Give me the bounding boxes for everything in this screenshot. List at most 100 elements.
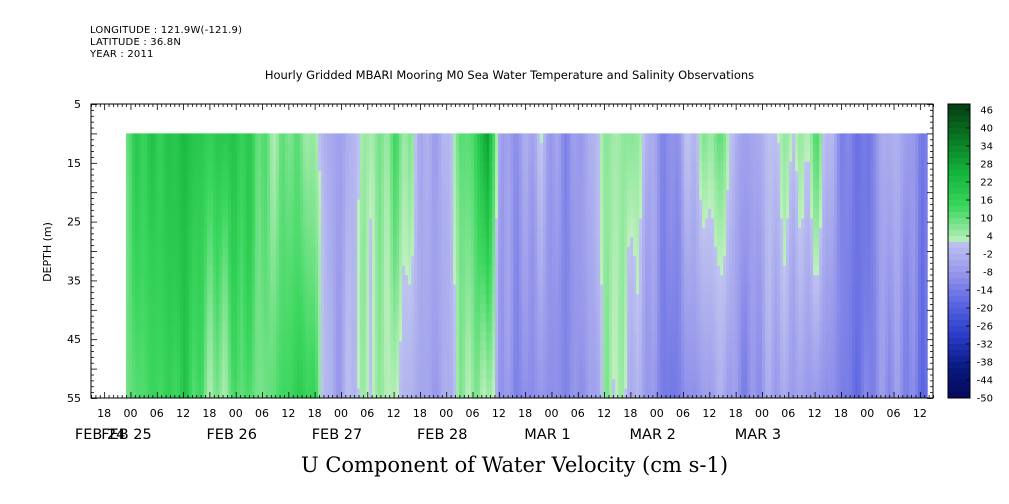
heatmap-cell	[573, 303, 577, 314]
heatmap-cell	[588, 303, 592, 314]
heatmap-cell	[474, 379, 478, 390]
heatmap-cell	[348, 218, 352, 229]
heatmap-cell	[189, 256, 193, 267]
heatmap-cell	[426, 379, 430, 390]
heatmap-cell	[636, 284, 640, 295]
heatmap-cell	[126, 161, 130, 172]
heatmap-cell	[540, 369, 544, 380]
heatmap-cell	[462, 379, 466, 390]
heatmap-cell	[369, 265, 373, 276]
heatmap-cell	[288, 171, 292, 182]
heatmap-cell	[534, 341, 538, 352]
heatmap-cell	[399, 284, 403, 295]
heatmap-cell	[519, 209, 523, 220]
heatmap-cell	[210, 199, 214, 210]
heatmap-cell	[408, 171, 412, 182]
heatmap-cell	[594, 303, 598, 314]
heatmap-cell	[420, 256, 424, 267]
heatmap-cell	[360, 246, 364, 257]
heatmap-cell	[414, 227, 418, 238]
heatmap-cell	[510, 294, 514, 305]
heatmap-cell	[165, 190, 169, 201]
heatmap-cell	[171, 152, 175, 163]
heatmap-cell	[318, 180, 322, 191]
heatmap-cell	[471, 133, 475, 144]
heatmap-cell	[189, 331, 193, 342]
heatmap-cell	[504, 284, 508, 295]
heatmap-cell	[306, 199, 310, 210]
heatmap-cell	[576, 152, 580, 163]
heatmap-cell	[135, 209, 139, 220]
heatmap-cell	[219, 388, 223, 398]
heatmap-cell	[279, 350, 283, 361]
heatmap-cell	[639, 322, 643, 333]
heatmap-cell	[453, 218, 457, 229]
heatmap-cell	[582, 218, 586, 229]
heatmap-cell	[144, 152, 148, 163]
heatmap-cell	[531, 322, 535, 333]
heatmap-cell	[240, 313, 244, 324]
heatmap-cell	[654, 256, 658, 267]
heatmap-cell	[399, 275, 403, 286]
heatmap-cell	[573, 171, 577, 182]
heatmap-cell	[180, 161, 184, 172]
heatmap-cell	[192, 180, 196, 191]
heatmap-cell	[369, 161, 373, 172]
heatmap-cell	[606, 303, 610, 314]
heatmap-cell	[624, 161, 628, 172]
heatmap-cell	[216, 331, 220, 342]
heatmap-cell	[411, 294, 415, 305]
heatmap-cell	[324, 133, 328, 144]
heatmap-cell	[279, 341, 283, 352]
heatmap-cell	[477, 209, 481, 220]
heatmap-cell	[633, 294, 637, 305]
heatmap-cell	[654, 246, 658, 257]
heatmap-cell	[267, 265, 271, 276]
heatmap-cell	[216, 142, 220, 153]
heatmap-cell	[618, 199, 622, 210]
heatmap-cell	[528, 379, 532, 390]
heatmap-cell	[477, 227, 481, 238]
heatmap-cell	[603, 275, 607, 286]
heatmap-cell	[186, 218, 190, 229]
heatmap-cell	[210, 142, 214, 153]
heatmap-cell	[630, 322, 634, 333]
heatmap-cell	[504, 379, 508, 390]
heatmap-cell	[459, 303, 463, 314]
heatmap-cell	[594, 313, 598, 324]
heatmap-cell	[324, 209, 328, 220]
heatmap-cell	[282, 350, 286, 361]
heatmap-cell	[525, 237, 529, 248]
heatmap-cell	[321, 388, 325, 398]
heatmap-cell	[468, 161, 472, 172]
heatmap-cell	[315, 246, 319, 257]
heatmap-cell	[429, 341, 433, 352]
heatmap-cell	[333, 246, 337, 257]
heatmap-cell	[573, 246, 577, 257]
heatmap-cell	[645, 152, 649, 163]
heatmap-cell	[648, 218, 652, 229]
heatmap-cell	[480, 227, 484, 238]
heatmap-cell	[615, 256, 619, 267]
heatmap-cell	[207, 256, 211, 267]
heatmap-cell	[459, 190, 463, 201]
heatmap-cell	[459, 237, 463, 248]
heatmap-cell	[660, 209, 664, 220]
heatmap-cell	[345, 379, 349, 390]
heatmap-cell	[645, 256, 649, 267]
heatmap-cell	[171, 161, 175, 172]
heatmap-cell	[225, 294, 229, 305]
heatmap-cell	[330, 133, 334, 144]
heatmap-cell	[360, 209, 364, 220]
heatmap-cell	[555, 218, 559, 229]
heatmap-cell	[432, 256, 436, 267]
heatmap-cell	[489, 209, 493, 220]
heatmap-cell	[450, 171, 454, 182]
heatmap-cell	[651, 350, 655, 361]
heatmap-cell	[552, 199, 556, 210]
heatmap-cell	[444, 152, 448, 163]
heatmap-cell	[126, 265, 130, 276]
heatmap-cell	[432, 284, 436, 295]
heatmap-cell	[402, 209, 406, 220]
heatmap-cell	[138, 341, 142, 352]
